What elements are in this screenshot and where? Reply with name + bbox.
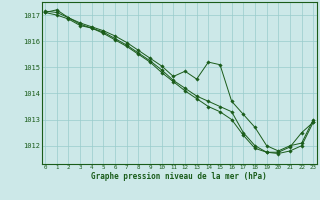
X-axis label: Graphe pression niveau de la mer (hPa): Graphe pression niveau de la mer (hPa) — [91, 172, 267, 181]
